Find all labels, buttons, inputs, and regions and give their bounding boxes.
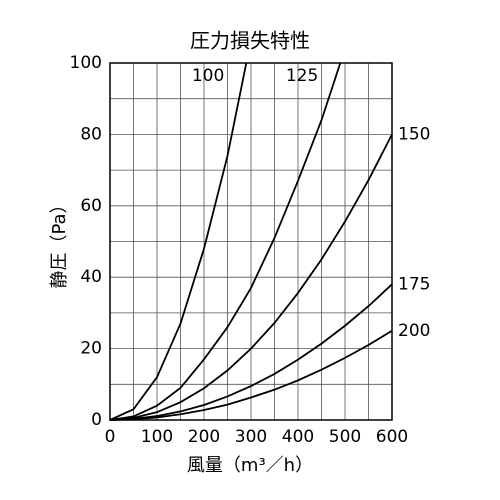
series-label: 200 (398, 321, 430, 341)
x-tick-label: 600 (376, 427, 408, 447)
series-label: 175 (398, 274, 430, 294)
series-line (109, 283, 393, 421)
x-tick-label: 200 (188, 427, 220, 447)
y-tick-label: 60 (80, 196, 102, 216)
series-line (109, 329, 393, 421)
x-tick-label: 300 (235, 427, 267, 447)
series-line (109, 62, 342, 421)
x-tick-label: 400 (282, 427, 314, 447)
x-tick-label: 100 (141, 427, 173, 447)
chart-title: 圧力損失特性 (190, 29, 310, 53)
y-tick-label: 80 (80, 124, 102, 144)
series-label: 100 (192, 66, 224, 86)
x-axis-label: 風量（m³／h） (187, 455, 313, 476)
y-axis-label: 静圧（Pa） (49, 195, 70, 288)
y-tick-label: 100 (70, 53, 102, 73)
plot-frame (109, 62, 393, 421)
y-tick-label: 20 (80, 339, 102, 359)
x-tick-label: 500 (329, 427, 361, 447)
series-label: 150 (398, 124, 430, 144)
series-line (109, 62, 248, 421)
series-line (109, 133, 393, 421)
x-tick-label: 0 (105, 427, 116, 447)
y-tick-label: 40 (80, 267, 102, 287)
y-tick-label: 0 (91, 410, 102, 430)
series-label: 125 (286, 66, 318, 86)
